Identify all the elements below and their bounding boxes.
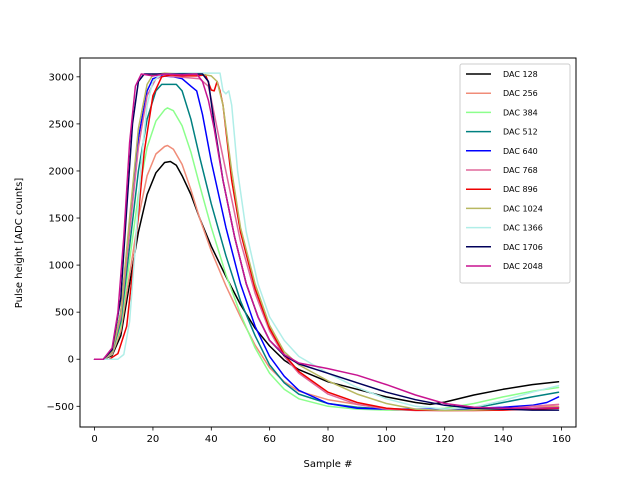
x-tick-label: 120	[435, 434, 454, 445]
y-axis-label: Pulse height [ADC counts]	[14, 178, 25, 309]
y-tick-label: 2000	[49, 166, 74, 177]
legend-entry-dac-1706: DAC 1706	[503, 243, 543, 252]
legend-entry-dac-2048: DAC 2048	[503, 262, 543, 271]
x-tick-label: 100	[377, 434, 396, 445]
series-line-dac-1024	[93, 72, 560, 412]
x-tick-label: 20	[147, 434, 160, 445]
legend-entry-dac-768: DAC 768	[503, 166, 538, 175]
legend-entry-dac-128: DAC 128	[503, 70, 538, 79]
x-tick-label: 60	[263, 434, 276, 445]
y-tick-label: 1500	[49, 214, 74, 225]
legend-entry-dac-896: DAC 896	[503, 185, 538, 194]
x-tick-label: 140	[494, 434, 513, 445]
x-axis-label: Sample #	[303, 459, 352, 470]
legend-entry-dac-256: DAC 256	[503, 89, 538, 98]
legend-entry-dac-384: DAC 384	[503, 108, 538, 117]
x-tick-label: 40	[205, 434, 218, 445]
x-tick-label: 80	[322, 434, 335, 445]
y-tick-label: 0	[68, 355, 74, 366]
x-tick-label: 0	[91, 434, 97, 445]
y-tick-label: −500	[47, 402, 74, 413]
legend-entry-dac-640: DAC 640	[503, 147, 538, 156]
legend-entry-dac-1024: DAC 1024	[503, 204, 543, 213]
legend: DAC 128 DAC 256 DAC 384 DAC 512 DAC 640 DAC 7…	[459, 63, 571, 284]
y-tick-label: 3000	[49, 72, 74, 83]
y-tick-label: 500	[55, 308, 74, 319]
y-tick-label: 1000	[49, 261, 74, 272]
series-line-dac-1366	[93, 72, 560, 410]
series-layer	[93, 72, 560, 412]
x-axis-ticks: 0 20 40 60 80 100 120 140 160	[91, 427, 571, 445]
y-axis-ticks: −500 0 500 1000 1500 2000 2500 3000	[47, 72, 80, 413]
y-tick-label: 2500	[49, 119, 74, 130]
legend-entry-dac-512: DAC 512	[503, 128, 538, 137]
series-line-dac-2048	[93, 73, 560, 409]
legend-entry-dac-1366: DAC 1366	[503, 224, 543, 233]
x-tick-label: 160	[552, 434, 571, 445]
